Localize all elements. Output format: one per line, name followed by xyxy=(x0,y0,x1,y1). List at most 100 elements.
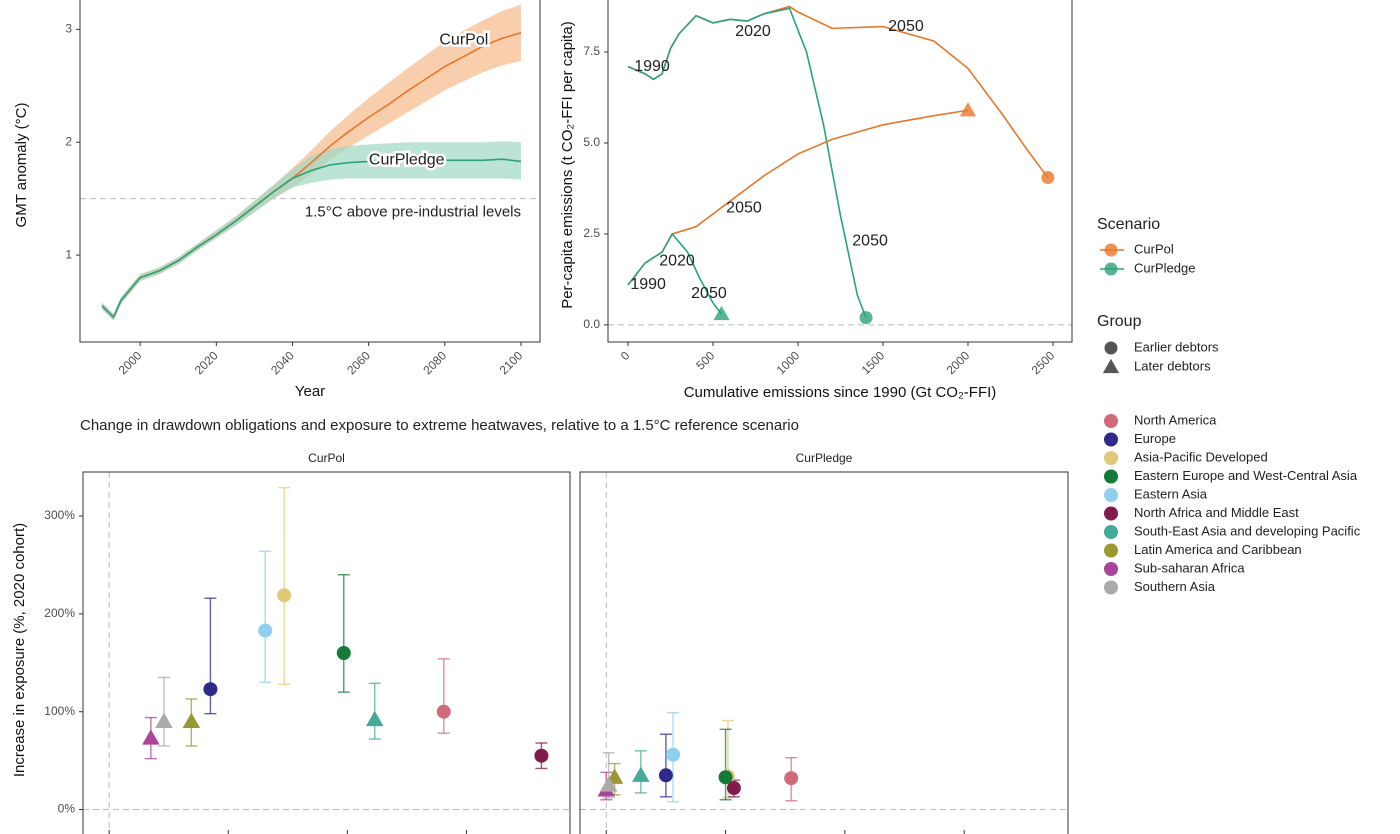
chart-title: Change in drawdown obligations and expos… xyxy=(80,417,799,434)
error-bar xyxy=(659,733,672,798)
error-bar xyxy=(278,486,291,686)
error-bar xyxy=(719,728,732,801)
line xyxy=(101,158,522,319)
x-tick-label: 2000 xyxy=(116,348,145,377)
line xyxy=(627,7,867,318)
legend-swatch xyxy=(1104,543,1118,558)
legend-label: Eastern Europe and West-Central Asia xyxy=(1134,468,1358,483)
y-tick-label: 0.0 xyxy=(583,317,600,331)
error-bar xyxy=(157,676,170,747)
legend-title: Group xyxy=(1097,313,1142,330)
point xyxy=(365,710,384,727)
point xyxy=(784,771,799,786)
y-tick-label: 5.0 xyxy=(583,135,600,149)
point xyxy=(599,776,618,792)
x-tick-label: 2060 xyxy=(344,348,373,377)
point xyxy=(258,623,273,638)
legend-swatch xyxy=(1104,243,1118,257)
point xyxy=(142,729,160,745)
line xyxy=(627,5,1049,179)
point xyxy=(534,748,549,763)
x-tick-label: 500 xyxy=(693,348,717,372)
y-tick-label: 100% xyxy=(44,704,75,718)
x-tick-label: 0 xyxy=(618,348,633,363)
y-tick-label: 0% xyxy=(58,802,76,816)
x-tick-label: 2040 xyxy=(268,348,297,377)
x-tick-label: 2020 xyxy=(192,348,221,377)
point xyxy=(277,588,292,603)
point xyxy=(203,682,218,697)
y-axis-title: GMT anomaly (°C) xyxy=(13,103,30,228)
year-label: 1990 xyxy=(634,58,670,75)
point xyxy=(182,712,201,729)
x-tick-label: 2500 xyxy=(1029,348,1058,377)
legend-label: Latin America and Caribbean xyxy=(1134,542,1302,557)
legend-swatch xyxy=(1104,262,1118,276)
x-axis-title: Cumulative emissions since 1990 (Gt CO₂-… xyxy=(684,384,997,401)
legend-label: Eastern Asia xyxy=(1134,486,1208,501)
end-point xyxy=(713,305,730,321)
year-label: 2050 xyxy=(691,285,727,302)
legend-label: Earlier debtors xyxy=(1134,339,1219,354)
year-label: 2020 xyxy=(735,23,771,40)
line-label: CurPol xyxy=(439,32,488,49)
x-tick-label: 2100 xyxy=(497,348,526,377)
year-label: 1990 xyxy=(630,276,666,293)
legend-label: Sub-saharan Africa xyxy=(1134,560,1245,575)
facet-label: CurPol xyxy=(308,451,345,465)
x-tick-label: 1000 xyxy=(774,348,803,377)
legend-swatch xyxy=(1104,432,1118,447)
end-point xyxy=(959,102,977,117)
panel-border xyxy=(82,471,571,834)
legend-swatch xyxy=(1104,562,1118,576)
end-point xyxy=(1041,171,1055,185)
y-tick-label: 200% xyxy=(44,606,75,620)
point xyxy=(155,712,173,729)
legend-swatch xyxy=(1104,580,1118,595)
facet-label: CurPledge xyxy=(796,451,853,465)
y-tick-label: 1 xyxy=(65,247,72,261)
point xyxy=(336,646,351,660)
legend-label: CurPledge xyxy=(1134,260,1195,275)
hline-label: 1.5°C above pre-industrial levels xyxy=(305,204,521,221)
end-point xyxy=(859,311,873,325)
legend-label: Southern Asia xyxy=(1134,579,1216,594)
y-tick-label: 300% xyxy=(44,508,75,522)
legend-label: CurPol xyxy=(1134,241,1174,256)
legend-swatch xyxy=(1104,488,1118,502)
legend-label: Europe xyxy=(1134,431,1176,446)
error-bar xyxy=(337,574,350,693)
error-bar xyxy=(259,550,272,684)
year-label: 2050 xyxy=(852,232,888,249)
legend-label: Later debtors xyxy=(1134,358,1211,373)
panel-border xyxy=(579,471,1069,834)
panel-border xyxy=(607,0,1073,343)
year-label: 2050 xyxy=(726,200,762,217)
legend-swatch xyxy=(1104,525,1118,539)
point xyxy=(436,704,451,719)
error-bar xyxy=(204,597,217,715)
point xyxy=(718,770,733,785)
legend-swatch xyxy=(1104,451,1118,465)
line-label: CurPledge xyxy=(369,151,445,168)
legend-swatch xyxy=(1104,414,1118,428)
legend-swatch xyxy=(1102,358,1120,374)
x-tick-label: 1500 xyxy=(859,348,888,377)
y-axis-title: Increase in exposure (%, 2020 cohort) xyxy=(11,523,28,777)
point xyxy=(632,766,650,782)
legend-swatch xyxy=(1104,341,1118,355)
legend-label: South-East Asia and developing Pacific xyxy=(1134,523,1361,538)
error-bar xyxy=(437,658,450,734)
line xyxy=(627,232,723,315)
x-tick-label: 2080 xyxy=(420,348,449,377)
y-tick-label: 2.5 xyxy=(583,226,600,240)
legend-label: North Africa and Middle East xyxy=(1134,505,1299,520)
panel-border xyxy=(79,0,541,343)
legend-swatch xyxy=(1104,506,1118,521)
y-tick-label: 3 xyxy=(65,22,72,36)
legend-label: North America xyxy=(1134,412,1217,427)
legend-title: Scenario xyxy=(1097,216,1160,233)
x-axis-title: Year xyxy=(295,383,325,400)
band xyxy=(102,141,521,321)
